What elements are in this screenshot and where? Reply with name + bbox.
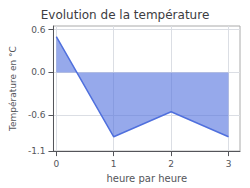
svg-text:0: 0 <box>53 159 59 169</box>
svg-text:0.0: 0.0 <box>31 67 46 77</box>
svg-text:2: 2 <box>168 159 174 169</box>
svg-text:3: 3 <box>226 159 232 169</box>
svg-text:0.6: 0.6 <box>31 25 46 35</box>
svg-text:heure par heure: heure par heure <box>106 173 187 184</box>
svg-text:Température en °C: Température en °C <box>8 46 18 132</box>
svg-text:-0.6: -0.6 <box>28 110 46 120</box>
svg-text:Evolution de la température: Evolution de la température <box>41 8 210 22</box>
svg-text:-1.1: -1.1 <box>28 146 46 156</box>
svg-text:1: 1 <box>111 159 117 169</box>
